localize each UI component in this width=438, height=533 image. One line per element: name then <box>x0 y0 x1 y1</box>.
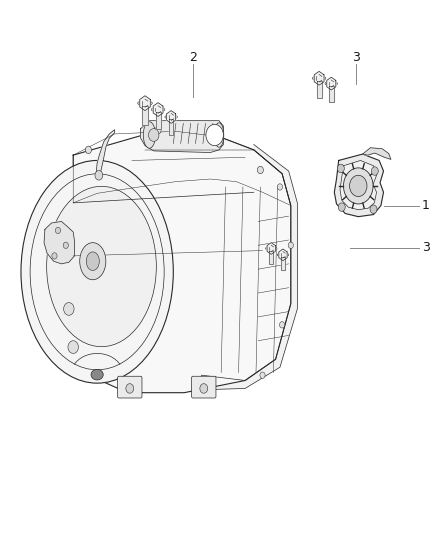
Circle shape <box>277 184 283 190</box>
Circle shape <box>126 384 134 393</box>
Ellipse shape <box>47 187 156 346</box>
Circle shape <box>343 168 373 204</box>
Ellipse shape <box>86 252 99 270</box>
Polygon shape <box>73 131 291 393</box>
Ellipse shape <box>80 243 106 280</box>
Polygon shape <box>169 119 173 135</box>
Circle shape <box>257 166 263 174</box>
Ellipse shape <box>214 123 224 147</box>
Circle shape <box>85 146 92 154</box>
Circle shape <box>68 341 78 353</box>
Ellipse shape <box>165 115 177 119</box>
Polygon shape <box>327 77 336 90</box>
Ellipse shape <box>143 122 155 148</box>
Polygon shape <box>363 148 391 159</box>
Circle shape <box>279 321 285 328</box>
Circle shape <box>95 171 103 180</box>
Polygon shape <box>201 144 297 390</box>
Ellipse shape <box>325 82 338 86</box>
Circle shape <box>216 131 222 139</box>
Text: 3: 3 <box>422 241 430 254</box>
Ellipse shape <box>21 160 173 383</box>
Circle shape <box>200 384 208 393</box>
Circle shape <box>338 203 345 212</box>
Polygon shape <box>153 103 163 116</box>
Polygon shape <box>334 154 384 216</box>
Circle shape <box>155 126 161 134</box>
Ellipse shape <box>91 369 103 380</box>
Circle shape <box>64 303 74 316</box>
Text: 1: 1 <box>422 199 430 212</box>
Ellipse shape <box>151 107 165 112</box>
Circle shape <box>206 124 223 146</box>
Circle shape <box>337 164 344 173</box>
Polygon shape <box>279 249 287 261</box>
Polygon shape <box>317 80 321 98</box>
Ellipse shape <box>138 101 152 106</box>
Circle shape <box>148 128 159 141</box>
Polygon shape <box>142 106 148 125</box>
Ellipse shape <box>277 253 289 257</box>
Circle shape <box>370 205 377 214</box>
Circle shape <box>52 253 57 259</box>
Polygon shape <box>329 86 334 102</box>
Circle shape <box>55 227 60 233</box>
FancyBboxPatch shape <box>191 376 216 398</box>
Text: 2: 2 <box>189 51 197 63</box>
Circle shape <box>260 372 265 378</box>
Ellipse shape <box>265 246 277 251</box>
Circle shape <box>371 167 378 175</box>
Circle shape <box>63 242 68 248</box>
Polygon shape <box>166 111 176 123</box>
Polygon shape <box>140 96 150 111</box>
Polygon shape <box>281 257 285 270</box>
Circle shape <box>350 175 367 197</box>
Polygon shape <box>340 160 377 210</box>
Polygon shape <box>141 120 223 152</box>
FancyBboxPatch shape <box>117 376 142 398</box>
Polygon shape <box>96 130 115 172</box>
Polygon shape <box>269 251 273 264</box>
Text: 3: 3 <box>352 51 360 63</box>
Ellipse shape <box>312 76 326 80</box>
Polygon shape <box>44 221 74 264</box>
Polygon shape <box>267 243 276 254</box>
Circle shape <box>288 242 293 248</box>
Polygon shape <box>314 71 324 85</box>
Polygon shape <box>155 112 161 130</box>
